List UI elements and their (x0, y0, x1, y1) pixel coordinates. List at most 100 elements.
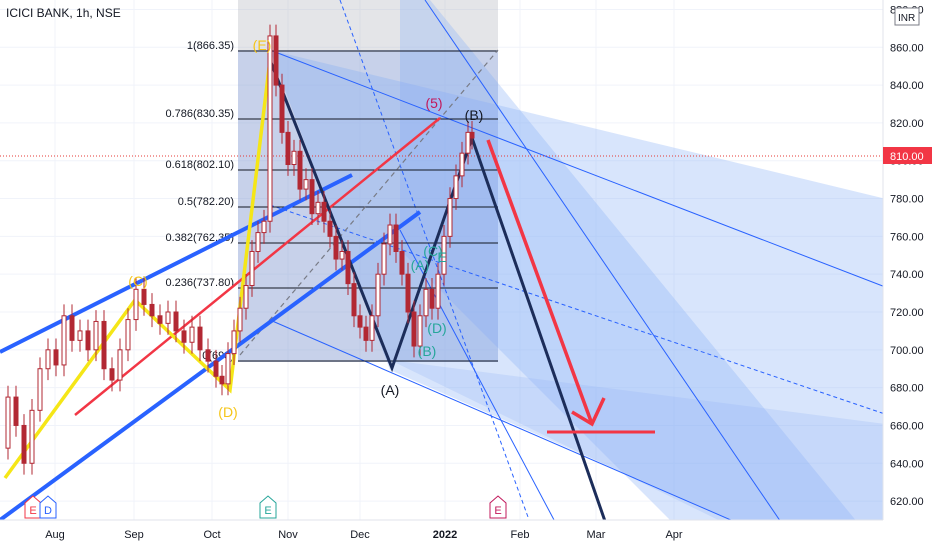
candle-body (327, 220, 333, 237)
candle-body (423, 288, 429, 317)
candle-body (405, 273, 411, 313)
candle-body (109, 368, 115, 381)
current-price-label: 810.00 (890, 151, 924, 163)
price-axis (883, 0, 932, 520)
x-tick-label: Nov (278, 529, 298, 541)
channel-band-outer (270, 50, 932, 550)
candle-body (205, 349, 211, 362)
candle-body (231, 330, 237, 355)
candle-body (261, 220, 267, 234)
y-tick-label: 700.00 (890, 345, 924, 357)
candle-body (297, 150, 303, 190)
wave-labels: (E)(C)(D)(5)(B)(A)(A)(C)E(D)(B) (128, 37, 483, 420)
candle-body (309, 179, 315, 215)
candle-body (339, 250, 345, 260)
candle-body (13, 396, 19, 426)
x-tick-label: Apr (665, 529, 682, 541)
candle-body (321, 201, 327, 222)
fib-label: 0.786(830.35) (166, 108, 235, 120)
candle-body (417, 315, 423, 347)
candle-body (197, 326, 203, 351)
candle-body (393, 224, 399, 252)
candle-body (351, 283, 357, 317)
projection-arrow-line (486, 139, 594, 425)
candle-body (291, 150, 297, 166)
candle-body (93, 320, 99, 351)
candle-body (133, 288, 139, 321)
x-tick-label: Aug (45, 529, 65, 541)
candle-body (369, 315, 375, 341)
candle-body (453, 175, 459, 200)
black-wave-path (268, 59, 617, 550)
y-tick-label: 780.00 (890, 194, 924, 206)
pitchfork-left-line (399, 229, 571, 550)
y-tick-label: 660.00 (890, 420, 924, 432)
event-marker[interactable] (489, 495, 507, 519)
candle-body (21, 424, 27, 464)
candle-body (53, 349, 59, 366)
candle-body (181, 330, 187, 343)
x-tick-label: Mar (587, 529, 606, 541)
wave-label: (D) (427, 320, 446, 336)
candle-body (459, 152, 465, 177)
wave-label: (B) (418, 343, 437, 359)
fib-label: 1(866.35) (187, 40, 234, 52)
candle-body (149, 303, 155, 317)
candle-body (357, 315, 363, 328)
event-marker-label: D (44, 505, 52, 517)
channel-bottom-line (269, 319, 801, 550)
triangle-band (238, 50, 498, 362)
candle-body (333, 235, 339, 260)
candle-body (37, 368, 43, 411)
current-price-badge (883, 147, 932, 164)
candle-body (303, 179, 309, 190)
candle-body (381, 243, 387, 275)
candle-body (411, 311, 417, 347)
candle-body (399, 250, 405, 275)
pitchfork-right-line (424, 0, 801, 550)
y-tick-label: 620.00 (890, 496, 924, 508)
candle-body (29, 409, 35, 464)
candle-body (225, 353, 231, 385)
y-tick-label: 720.00 (890, 307, 924, 319)
wave-label: (C) (423, 243, 442, 259)
candle-body (375, 273, 381, 317)
candle-body (441, 235, 447, 275)
candle-body (285, 131, 291, 166)
dashed-trend-line (239, 49, 499, 356)
y-tick-label: 760.00 (890, 231, 924, 243)
candle-body (165, 311, 171, 324)
wave-label: (A) (381, 382, 400, 398)
currency-box[interactable] (894, 7, 920, 26)
candle-body (469, 131, 475, 139)
candle-body (85, 330, 91, 351)
candle-body (141, 288, 147, 305)
candle-body (249, 250, 255, 287)
candle-body (243, 285, 249, 309)
event-marker-label: E (494, 505, 501, 517)
yellow-wave-path (3, 59, 272, 480)
x-tick-label: Oct (203, 529, 220, 541)
time-axis (0, 520, 932, 550)
channel-band-inner (390, 360, 932, 550)
event-marker[interactable] (259, 495, 277, 519)
event-marker[interactable] (39, 495, 57, 519)
candle-body (429, 288, 435, 309)
wave-label: (E) (253, 37, 272, 53)
pitchfork-band (400, 0, 880, 550)
wave-label: (B) (465, 107, 484, 123)
candle-body (61, 315, 67, 366)
candle-body (273, 35, 279, 86)
x-tick-label: Feb (511, 529, 530, 541)
fib-label: 0.618(802.10) (166, 159, 235, 171)
candle-body (213, 360, 219, 377)
y-tick-label: 860.00 (890, 42, 924, 54)
fib-label: 0.5(782.20) (178, 196, 234, 208)
wave-label: (D) (218, 404, 237, 420)
candle-body (387, 224, 393, 245)
candle-body (315, 201, 321, 215)
fib-label: 0.236(737.80) (166, 277, 235, 289)
blue-channel-upper (0, 173, 353, 354)
candle-body (267, 35, 273, 222)
